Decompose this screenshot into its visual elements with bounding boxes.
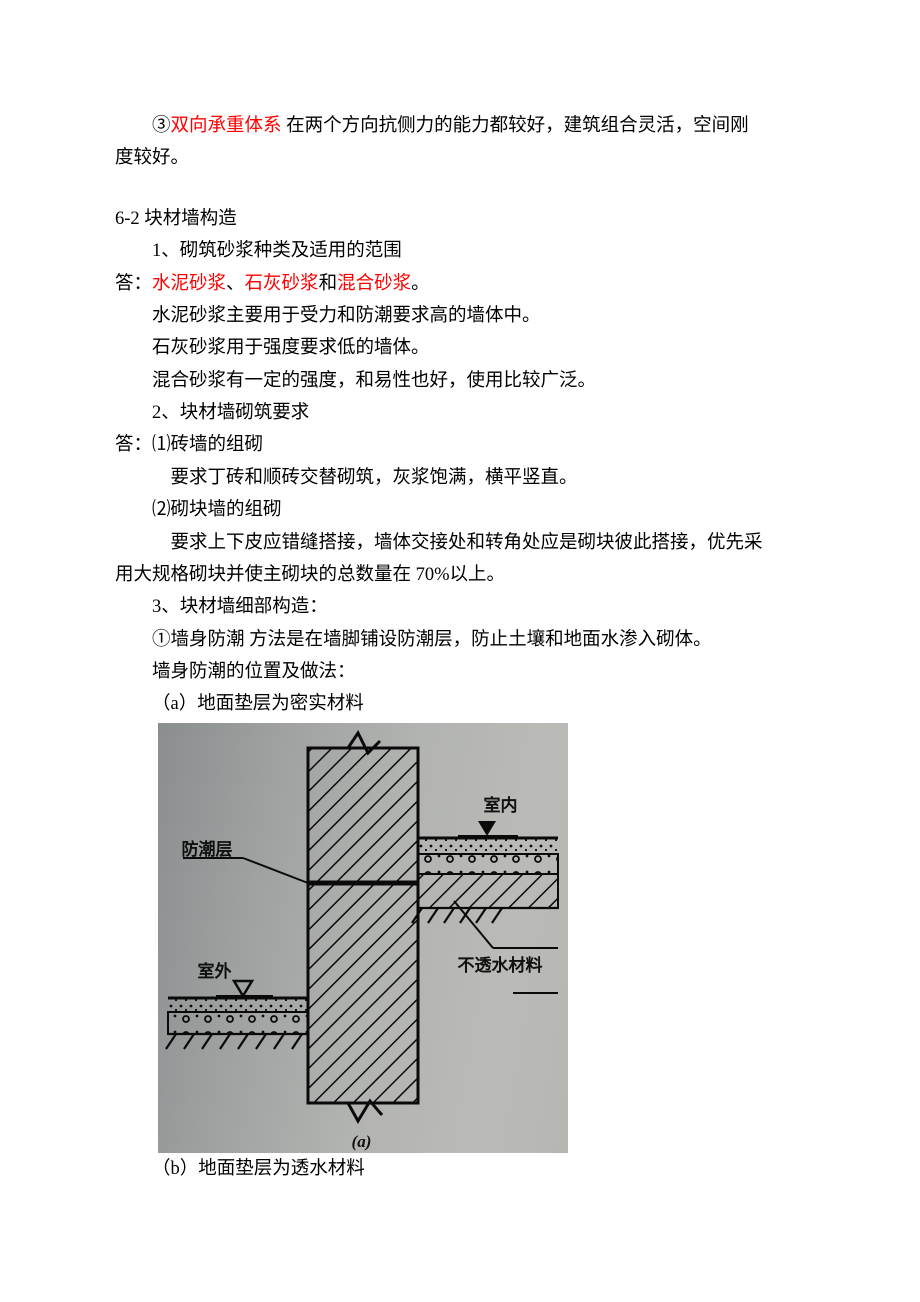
a1-t3: 混合砂浆	[337, 274, 411, 294]
rest-bidir-1: 在两个方向抗侧力的能力都较好，建筑组合灵活，空间刚	[282, 116, 749, 136]
a2-prefix: 答：	[115, 435, 152, 455]
a1-end: 。	[411, 274, 430, 294]
a1-s2: 和	[319, 274, 338, 294]
q1: 1、砌筑砂浆种类及适用的范围	[115, 235, 810, 267]
a1-l1: 水泥砂浆主要用于受力和防潮要求高的墙体中。	[115, 300, 810, 332]
label-tag-a: (a)	[352, 1127, 372, 1153]
a2-h1: ⑴砖墙的组砌	[152, 435, 263, 455]
section-heading: 6-2 块材墙构造	[115, 203, 810, 235]
diagram-a: 室内 防潮层 室外 不透水材料 (a)	[158, 723, 568, 1153]
label-indoor: 室内	[484, 791, 518, 821]
a1-t2: 石灰砂浆	[245, 274, 319, 294]
label-damp: 防潮层	[182, 835, 233, 865]
q3: 3、块材墙细部构造：	[115, 591, 810, 623]
a1-t1: 水泥砂浆	[152, 274, 226, 294]
para-bidir-1: ③双向承重体系 在两个方向抗侧力的能力都较好，建筑组合灵活，空间刚	[115, 110, 810, 142]
q3-a: （a）地面垫层为密实材料	[115, 688, 810, 720]
diagram-svg	[158, 723, 568, 1153]
label-outdoor: 室外	[198, 957, 232, 987]
a1-prefix: 答：	[115, 274, 152, 294]
label-impervious: 不透水材料	[458, 951, 543, 981]
a1-l3: 混合砂浆有一定的强度，和易性也好，使用比较广泛。	[115, 365, 810, 397]
a2-l2a: 要求上下皮应错缝搭接，墙体交接处和转角处应是砌块彼此搭接，优先采	[115, 527, 810, 559]
a1-l2: 石灰砂浆用于强度要求低的墙体。	[115, 332, 810, 364]
a2-l1: 要求丁砖和顺砖交替砌筑，灰浆饱满，横平竖直。	[115, 462, 810, 494]
a1-s1: 、	[226, 274, 245, 294]
para-bidir-2: 度较好。	[115, 142, 810, 174]
a2-l2b: 用大规格砌块并使主砌块的总数量在 70%以上。	[115, 559, 810, 591]
q2: 2、块材墙砌筑要求	[115, 397, 810, 429]
a2-line1: 答：⑴砖墙的组砌	[115, 429, 810, 461]
a2-h2: ⑵砌块墙的组砌	[115, 494, 810, 526]
term-bidir: 双向承重体系	[171, 116, 282, 136]
a1: 答：水泥砂浆、石灰砂浆和混合砂浆。	[115, 268, 810, 300]
q3-l2: 墙身防潮的位置及做法：	[115, 656, 810, 688]
blank-line	[115, 175, 810, 203]
q3-l1: ①墙身防潮 方法是在墙脚铺设防潮层，防止土壤和地面水渗入砌体。	[115, 624, 810, 656]
q3-b: （b）地面垫层为透水材料	[115, 1153, 810, 1185]
num-3: ③	[152, 116, 171, 136]
diagram-container: 室内 防潮层 室外 不透水材料 (a)	[158, 723, 810, 1153]
